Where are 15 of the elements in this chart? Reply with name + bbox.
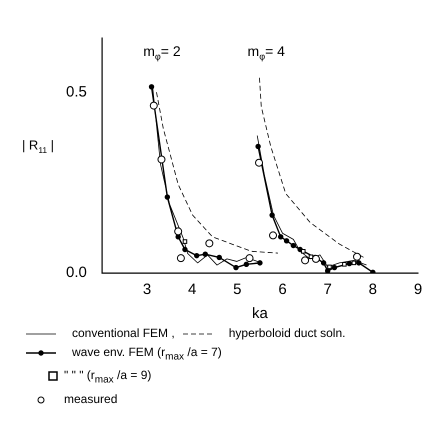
legend-label: hyperboloid duct soln. xyxy=(228,326,346,340)
x-tick-label: 9 xyxy=(414,281,422,298)
x-tick-label: 3 xyxy=(142,281,152,298)
x-tick-label: 6 xyxy=(278,281,287,298)
y-tick-label: 0.5 xyxy=(66,83,87,100)
legend-label: conventional FEM , xyxy=(72,326,175,340)
legend-label: " " " (r$_{max}$ /a = 9) xyxy=(64,368,152,386)
legend-label: measured xyxy=(64,392,118,406)
x-tick-label: 7 xyxy=(324,281,332,298)
legend-label: wave env. FEM (r$_{max}$ /a = 7) xyxy=(72,345,222,362)
y-tick-label: 0.0 xyxy=(66,264,87,282)
x-tick-label: 8 xyxy=(368,281,378,298)
x-axis-title: ka xyxy=(252,305,269,322)
x-tick-label: 5 xyxy=(233,281,242,298)
x-tick-label: 4 xyxy=(188,281,196,298)
